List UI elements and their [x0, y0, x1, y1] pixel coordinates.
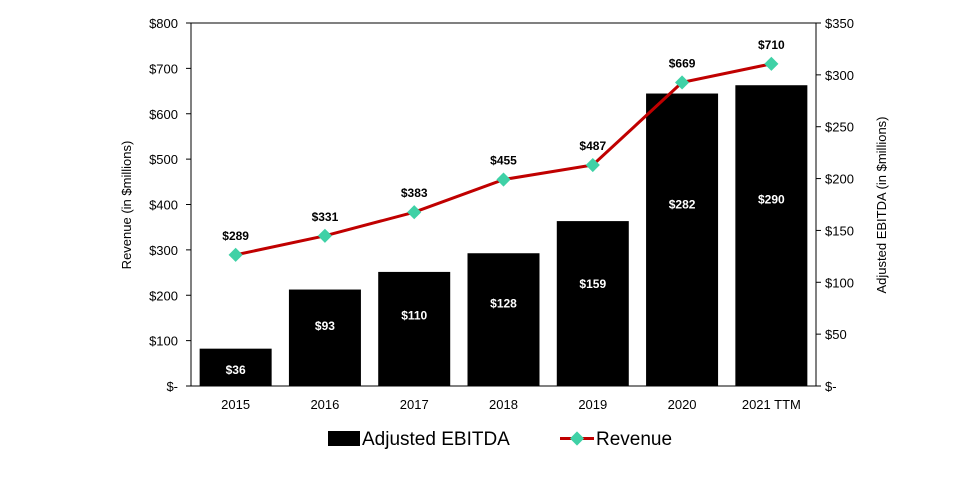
revenue-point-label: $289	[222, 229, 249, 243]
left-axis-tick-label: $-	[166, 379, 178, 394]
left-axis-tick-label: $500	[149, 152, 178, 167]
right-y-axis: $- $50 $100 $150 $200 $250 $300 $350	[816, 16, 854, 394]
ebitda-bar-label: $128	[490, 297, 517, 311]
legend-revenue-label: Revenue	[596, 429, 672, 450]
right-axis-tick-label: $350	[825, 16, 854, 31]
ebitda-bar-label: $36	[226, 363, 246, 377]
left-y-axis: $- $100 $200 $300 $400 $500 $600 $700 $800	[149, 16, 191, 394]
left-axis-tick-label: $200	[149, 288, 178, 303]
right-axis-tick-label: $300	[825, 68, 854, 83]
right-axis-tick-label: $200	[825, 172, 854, 187]
revenue-marker	[496, 172, 511, 187]
revenue-marker	[317, 228, 332, 243]
ebitda-bar	[556, 221, 629, 386]
ebitda-bars	[199, 85, 808, 387]
left-axis-title: Revenue (in $millions)	[119, 141, 134, 270]
x-axis-tick-label: 2019	[578, 397, 607, 412]
x-axis-tick-label: 2017	[400, 397, 429, 412]
x-axis-tick-label: 2018	[489, 397, 518, 412]
revenue-point-label: $383	[401, 186, 428, 200]
left-axis-tick-label: $600	[149, 107, 178, 122]
legend-ebitda-label: Adjusted EBITDA	[362, 429, 510, 450]
right-axis-tick-label: $150	[825, 223, 854, 238]
ebitda-bar	[735, 85, 808, 386]
right-axis-tick-label: $50	[825, 327, 847, 342]
ebitda-bar	[378, 271, 451, 386]
right-axis-title: Adjusted EBITDA (in $millions)	[874, 116, 889, 293]
revenue-point-label: $331	[312, 210, 339, 224]
left-axis-tick-label: $800	[149, 16, 178, 31]
right-axis-tick-label: $-	[825, 379, 837, 394]
ebitda-bar-label: $290	[758, 193, 785, 207]
left-axis-tick-label: $300	[149, 243, 178, 258]
ebitda-bar	[646, 93, 719, 387]
left-axis-tick-label: $100	[149, 334, 178, 349]
x-axis-tick-label: 2015	[221, 397, 250, 412]
revenue-point-label: $710	[758, 38, 785, 52]
x-axis-tick-label: 2016	[310, 397, 339, 412]
ebitda-bar	[288, 289, 361, 386]
legend: Adjusted EBITDA Revenue	[328, 429, 672, 450]
left-axis-tick-label: $400	[149, 198, 178, 213]
revenue-point-label: $669	[669, 56, 696, 70]
ebitda-bar-label: $93	[315, 319, 335, 333]
revenue-marker	[228, 247, 243, 262]
ebitda-bar-label: $282	[669, 198, 696, 212]
revenue-point-label: $487	[579, 139, 606, 153]
revenue-marker	[585, 157, 600, 173]
ebitda-bar-labels: $36 $93 $110 $128 $159 $282 $290	[226, 193, 785, 377]
legend-ebitda-swatch	[328, 431, 360, 446]
x-axis-tick-label: 2021 TTM	[742, 397, 801, 412]
left-axis-tick-label: $700	[149, 61, 178, 76]
revenue-point-labels: $289 $331 $383 $455 $487 $669 $710	[222, 38, 785, 243]
x-axis: 2015 2016 2017 2018 2019 2020 2021 TTM	[221, 397, 801, 412]
revenue-marker	[764, 56, 779, 71]
ebitda-bar	[467, 253, 540, 386]
right-axis-tick-label: $100	[825, 275, 854, 290]
ebitda-bar-label: $110	[401, 308, 427, 322]
ebitda-bar	[199, 348, 272, 386]
right-axis-tick-label: $250	[825, 120, 854, 135]
ebitda-bar-label: $159	[579, 277, 606, 291]
revenue-marker	[407, 205, 422, 220]
legend-revenue-marker	[569, 431, 585, 446]
x-axis-tick-label: 2020	[668, 397, 697, 412]
revenue-line-group	[228, 56, 779, 262]
revenue-point-label: $455	[490, 154, 517, 168]
revenue-marker	[675, 75, 690, 90]
